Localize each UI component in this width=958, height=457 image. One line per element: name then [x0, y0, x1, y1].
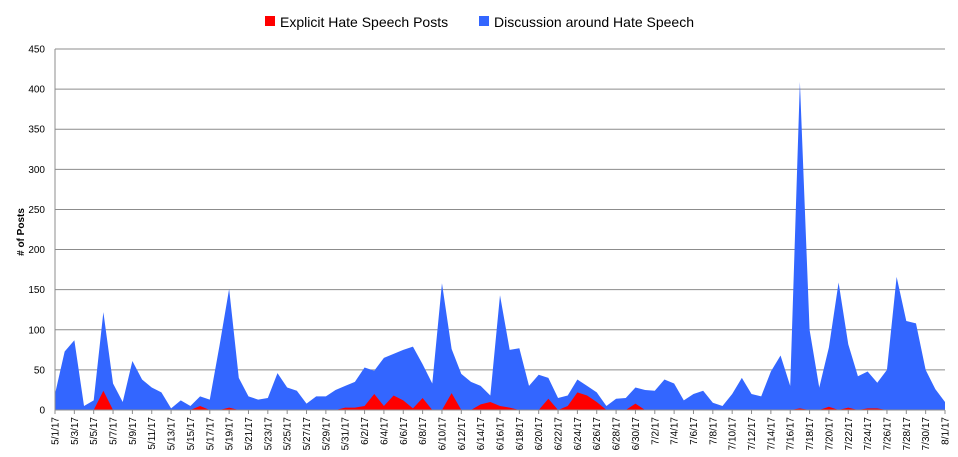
x-tick-label: 7/24/17: [863, 417, 874, 451]
x-tick-label: 7/10/17: [728, 417, 739, 451]
y-tick-label: 450: [28, 45, 45, 56]
x-tick-label: 5/3/17: [70, 417, 81, 445]
y-tick-label: 350: [28, 125, 45, 136]
x-tick-label: 5/27/17: [302, 417, 313, 451]
x-tick-label: 5/11/17: [147, 417, 158, 450]
y-axis-ticks: 0 50 100 150 200 250 300 350 400 450: [28, 45, 45, 417]
y-tick-label: 400: [28, 85, 45, 96]
x-tick-label: 6/12/17: [457, 417, 468, 451]
y-tick-label: 250: [28, 205, 45, 216]
x-tick-label: 7/20/17: [824, 417, 835, 451]
x-tick-label: 6/4/17: [379, 417, 390, 445]
x-tick-label: 7/28/17: [902, 417, 913, 451]
x-tick-label: 5/1/17: [51, 417, 62, 445]
x-tick-label: 6/26/17: [592, 417, 603, 451]
x-tick-label: 5/7/17: [109, 417, 120, 445]
x-tick-label: 6/30/17: [631, 417, 642, 451]
x-tick-label: 5/17/17: [205, 417, 216, 451]
x-tick-label: 6/8/17: [418, 417, 429, 445]
x-tick-label: 7/16/17: [786, 417, 797, 451]
x-axis-ticks: 5/1/17 5/3/17 5/5/17 5/7/17 5/9/17 5/11/17 5/1…: [51, 410, 952, 450]
x-tick-label: 6/22/17: [554, 417, 565, 451]
legend-swatch-explicit: [265, 16, 275, 26]
x-tick-label: 6/10/17: [437, 417, 448, 451]
y-tick-label: 50: [34, 365, 46, 376]
axes: [54, 49, 945, 411]
x-tick-label: 5/21/17: [244, 417, 255, 451]
legend-label-discussion: Discussion around Hate Speech: [494, 14, 694, 30]
x-tick-label: 7/14/17: [766, 417, 777, 451]
x-tick-label: 7/6/17: [689, 417, 700, 445]
x-tick-label: 7/22/17: [844, 417, 855, 451]
x-tick-label: 6/16/17: [496, 417, 507, 451]
y-tick-label: 0: [39, 406, 45, 417]
x-tick-label: 6/24/17: [573, 417, 584, 451]
x-tick-label: 5/13/17: [167, 417, 178, 451]
y-axis-title: # of Posts: [16, 208, 27, 256]
x-tick-label: 7/26/17: [882, 417, 893, 451]
x-tick-label: 7/8/17: [708, 417, 719, 445]
y-tick-label: 100: [28, 325, 45, 336]
x-tick-label: 8/1/17: [941, 417, 952, 445]
x-tick-label: 5/23/17: [263, 417, 274, 451]
x-tick-label: 6/20/17: [534, 417, 545, 451]
x-tick-label: 5/29/17: [321, 417, 332, 451]
x-tick-label: 6/18/17: [515, 417, 526, 451]
y-tick-label: 300: [28, 165, 45, 176]
x-tick-label: 5/31/17: [341, 417, 352, 451]
explicit-area: [55, 390, 945, 410]
x-tick-label: 6/2/17: [360, 417, 371, 445]
x-tick-label: 5/19/17: [225, 417, 236, 451]
x-tick-label: 5/15/17: [186, 417, 197, 451]
series-areas: [55, 81, 945, 410]
x-tick-label: 6/14/17: [476, 417, 487, 451]
x-tick-label: 7/30/17: [921, 417, 932, 451]
x-tick-label: 7/12/17: [747, 417, 758, 451]
y-tick-label: 200: [28, 245, 45, 256]
x-tick-label: 5/25/17: [283, 417, 294, 451]
x-tick-label: 6/28/17: [612, 417, 623, 451]
x-tick-label: 7/2/17: [650, 417, 661, 445]
legend: Explicit Hate Speech Posts Discussion ar…: [265, 14, 694, 30]
x-tick-label: 5/9/17: [128, 417, 139, 445]
discussion-area: [55, 81, 945, 410]
legend-label-explicit: Explicit Hate Speech Posts: [280, 14, 448, 30]
legend-swatch-discussion: [479, 16, 489, 26]
x-tick-label: 7/4/17: [670, 417, 681, 445]
x-tick-label: 5/5/17: [89, 417, 100, 445]
y-tick-label: 150: [28, 285, 45, 296]
gridlines: [55, 48, 945, 371]
x-tick-label: 7/18/17: [805, 417, 816, 451]
x-tick-label: 6/6/17: [399, 417, 410, 445]
